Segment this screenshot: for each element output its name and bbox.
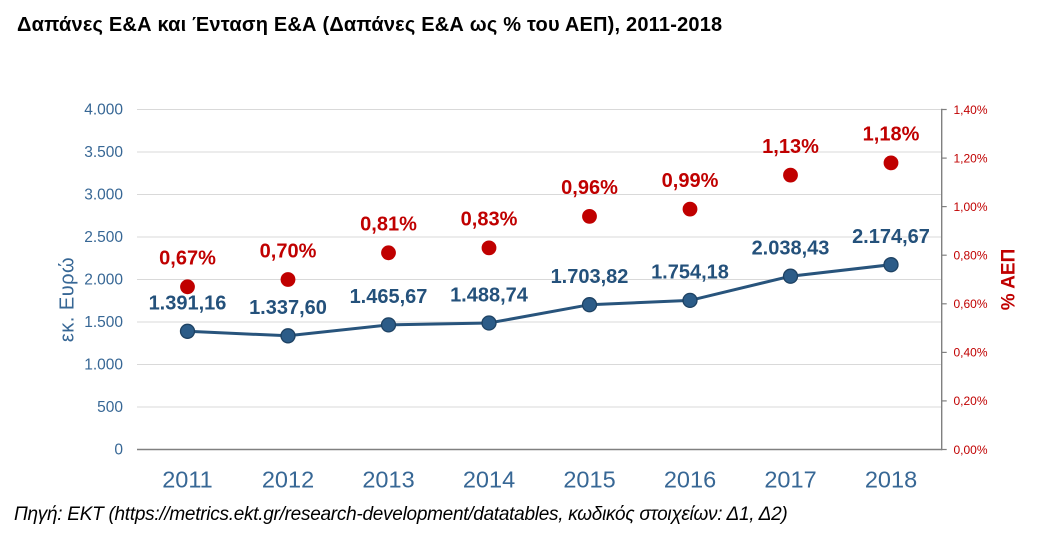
- svg-text:2.000: 2.000: [84, 272, 123, 289]
- svg-text:0,40%: 0,40%: [954, 346, 988, 360]
- svg-text:3.500: 3.500: [84, 144, 123, 161]
- svg-text:2018: 2018: [865, 466, 917, 492]
- svg-text:0,81%: 0,81%: [360, 214, 417, 236]
- svg-text:2.174,67: 2.174,67: [852, 226, 930, 248]
- svg-text:3.000: 3.000: [84, 187, 123, 204]
- svg-text:1.754,18: 1.754,18: [651, 262, 729, 284]
- svg-text:1.337,60: 1.337,60: [249, 297, 327, 319]
- svg-text:4.000: 4.000: [84, 102, 123, 119]
- svg-text:2015: 2015: [563, 466, 615, 492]
- svg-text:0,60%: 0,60%: [954, 297, 988, 311]
- svg-text:1.391,16: 1.391,16: [149, 293, 227, 315]
- svg-text:1,00%: 1,00%: [954, 200, 988, 214]
- svg-text:1,20%: 1,20%: [954, 151, 988, 165]
- svg-text:1.000: 1.000: [84, 357, 123, 374]
- svg-text:0,70%: 0,70%: [260, 240, 317, 262]
- svg-text:2016: 2016: [664, 466, 716, 492]
- svg-text:0,83%: 0,83%: [461, 209, 518, 231]
- svg-text:500: 500: [97, 399, 123, 416]
- svg-text:2011: 2011: [162, 466, 213, 492]
- svg-text:0,99%: 0,99%: [662, 170, 719, 192]
- svg-text:2.500: 2.500: [84, 229, 123, 246]
- svg-text:2.038,43: 2.038,43: [752, 238, 830, 260]
- svg-text:% ΑΕΠ: % ΑΕΠ: [999, 249, 1020, 311]
- svg-text:0,00%: 0,00%: [954, 443, 988, 457]
- svg-text:1.488,74: 1.488,74: [450, 284, 529, 306]
- svg-text:1,18%: 1,18%: [863, 124, 920, 146]
- svg-text:0,20%: 0,20%: [954, 394, 988, 408]
- svg-text:1.465,67: 1.465,67: [350, 286, 428, 308]
- svg-text:1.703,82: 1.703,82: [551, 266, 629, 288]
- svg-text:0,80%: 0,80%: [954, 249, 988, 263]
- svg-text:0,67%: 0,67%: [159, 248, 216, 270]
- svg-text:2014: 2014: [463, 466, 515, 492]
- svg-text:1.500: 1.500: [84, 314, 123, 331]
- svg-text:1,40%: 1,40%: [954, 103, 988, 117]
- svg-text:1,13%: 1,13%: [762, 136, 819, 158]
- svg-text:0,96%: 0,96%: [561, 177, 618, 199]
- svg-text:2013: 2013: [362, 466, 414, 492]
- svg-text:2012: 2012: [262, 466, 314, 492]
- svg-text:0: 0: [114, 442, 123, 459]
- svg-text:εκ. Ευρώ: εκ. Ευρώ: [57, 257, 79, 342]
- svg-text:2017: 2017: [764, 466, 816, 492]
